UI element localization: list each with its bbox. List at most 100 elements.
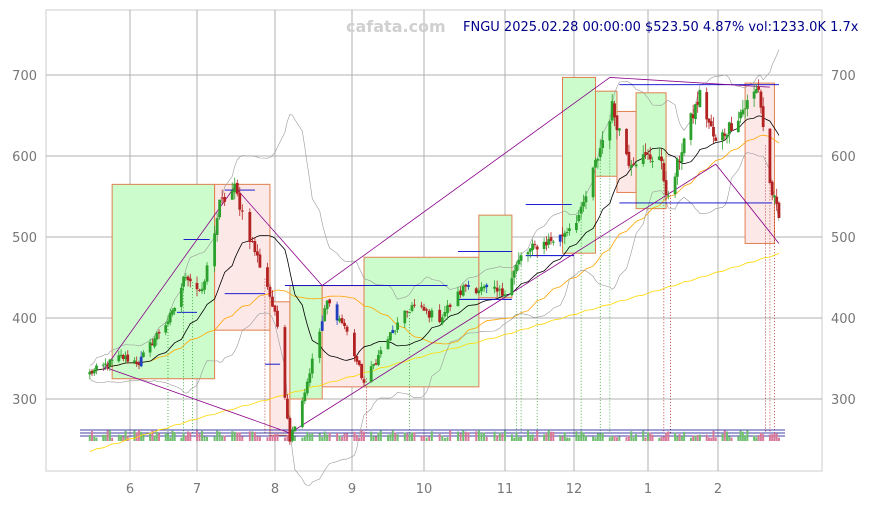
candle-body [512,270,516,278]
volume-bar [173,432,176,441]
volume-bar [198,433,201,441]
volume-bar [363,431,365,441]
y-tick-label: 700 [831,69,856,84]
candle-body [625,128,628,155]
candle-body [427,310,431,318]
candle-body [761,106,765,128]
candle-body [393,330,397,332]
candle-body [461,285,465,296]
volume-bar [406,433,409,441]
x-tick-label: 8 [271,482,279,497]
ma-short-line [89,115,780,374]
volume-bar [233,431,236,441]
volume-bar [184,435,187,441]
candle-body [290,430,294,441]
candle-body [443,311,447,317]
volume-bar [218,431,221,441]
candle-body [533,244,537,246]
candle-body [596,158,600,161]
volume-bar [321,437,324,441]
candle-body [598,148,602,158]
candle-body [770,181,774,196]
candle-body [310,358,314,374]
volume-bar [276,434,279,441]
candle-body [627,151,631,166]
candle-body [482,286,486,289]
volume-bar [108,430,111,441]
candle-body [691,114,695,119]
volume-bar [730,437,733,441]
volume-bar [271,435,274,441]
candle-body [615,115,619,131]
volume-bar [166,433,169,441]
volume-bar [387,434,389,441]
candle-body [648,154,652,160]
volume-bar [411,432,413,441]
volume-bar [311,432,314,441]
candle-body [634,164,638,167]
volume-bar [274,434,276,441]
candle-body [528,248,532,252]
x-tick-label: 6 [126,482,134,497]
candle-body [142,352,145,357]
candle-body [727,122,731,135]
volume-bar [430,431,433,441]
candle-body [396,322,399,330]
x-tick-label: 2 [714,482,722,497]
candle-body [440,317,444,324]
y-tick-label: 400 [12,312,37,327]
candle-body [235,182,239,194]
candle-body [712,126,715,137]
volume-bar [678,434,681,441]
candle-body [133,360,136,363]
candle-body [300,400,304,427]
volume-bar [726,431,729,441]
volume-bar [689,437,692,441]
volume-bar [480,432,483,441]
ma-mid-line [89,134,780,374]
volume-bar [353,431,356,441]
volume-bar [580,431,583,441]
candle-body [386,339,390,350]
candle-body [591,167,595,198]
volume-bar [196,430,198,441]
up-zone [363,256,480,388]
volume-bar [467,432,470,441]
candle-body [360,363,363,379]
y-tick-label: 500 [12,231,37,246]
volume-bar [221,435,224,441]
up-zone [635,92,667,210]
candle-body [601,140,605,149]
volume-bar [328,432,331,441]
volume-bar [425,437,428,441]
volume-bar [632,437,635,441]
candle-body [696,101,700,105]
candle-body [213,233,217,267]
y-axis-right: 300 400 500 600 700 [831,69,856,408]
candle-body [320,321,324,331]
y-tick-label: 300 [12,393,37,408]
candle-body [707,118,711,123]
candle-body [195,282,199,290]
volume-bar [563,432,566,441]
candle-body [186,276,190,281]
candle-body [179,287,183,307]
candle-body [493,286,496,289]
volume-bar [343,433,346,441]
candle-body [515,264,518,272]
candle-body [456,291,460,307]
candle-body [745,100,749,109]
candle-body [629,165,633,168]
volume-bars [80,429,785,441]
volume-bar [566,437,569,441]
volume-bar [142,434,145,441]
candle-body [503,294,507,297]
candle-body [657,156,661,160]
volume-bar [151,430,154,441]
candle-body [446,305,449,314]
candle-body [168,312,172,323]
volume-bar [88,434,91,441]
candle-body [101,364,105,366]
up-zone [562,76,596,254]
volume-bar [692,435,695,441]
